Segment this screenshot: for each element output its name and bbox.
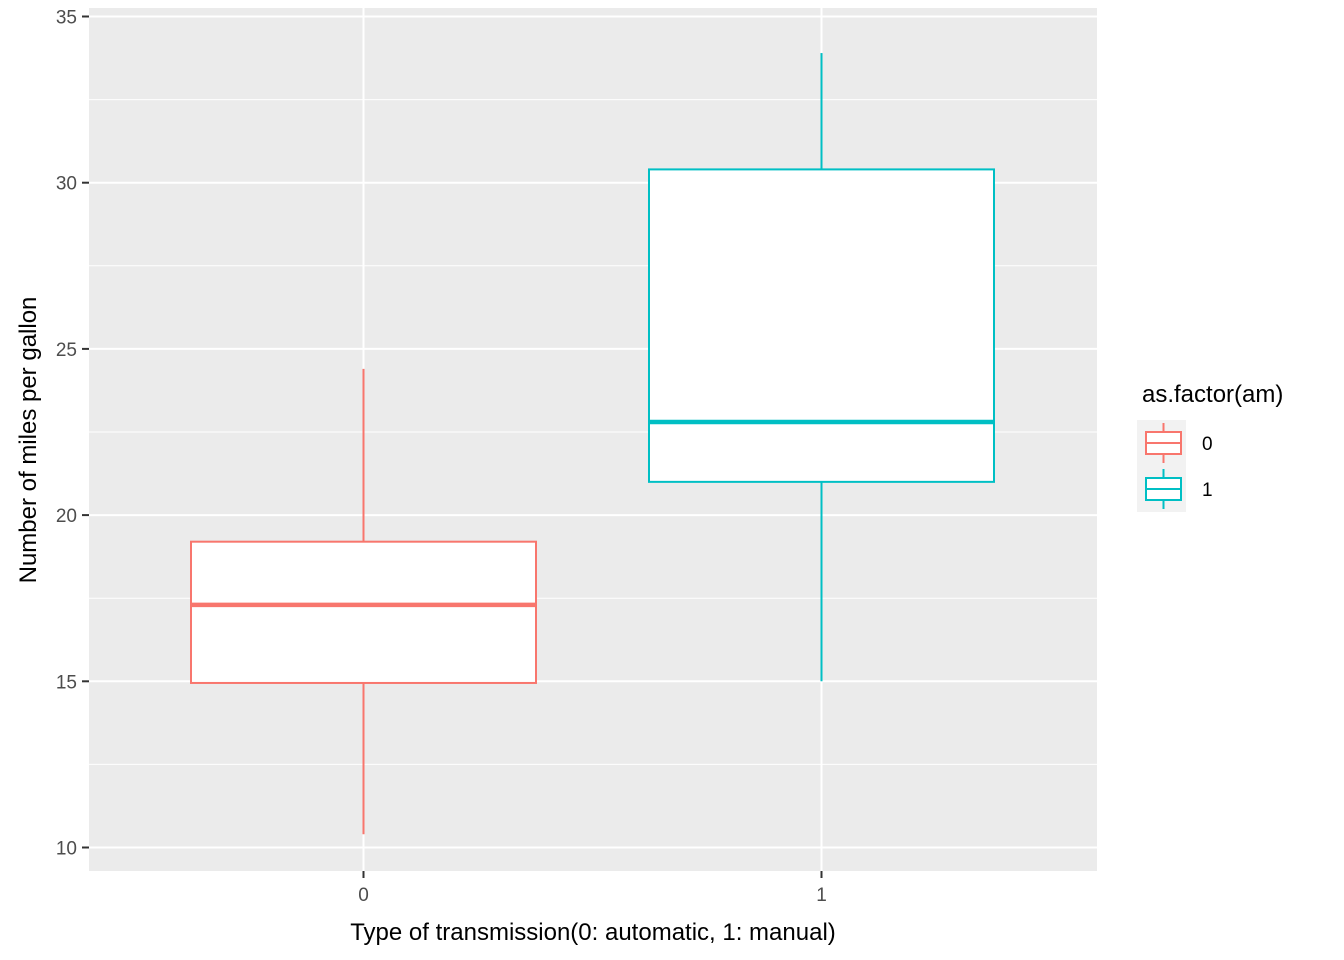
iqr-box [648,168,995,483]
box-0 [190,368,537,835]
y-tick-label: 20 [56,506,77,527]
x-tick-label: 1 [816,885,827,906]
x-tick-label: 0 [358,885,369,906]
legend-label: 1 [1202,480,1213,501]
y-tick-label: 35 [56,8,77,29]
y-tick-label: 15 [56,672,77,693]
legend-key-0: 0 [1137,420,1213,466]
iqr-box [190,540,537,684]
y-tick-label: 10 [56,839,77,860]
legend-title: as.factor(am) [1142,381,1283,408]
y-axis-ticks: 10 15 20 25 30 35 [56,8,89,860]
legend-key-1: 1 [1137,466,1213,512]
y-axis-title: Number of miles per gallon [15,297,42,584]
x-axis-title: Type of transmission(0: automatic, 1: ma… [350,919,836,946]
legend-keys: 01 [1137,420,1213,512]
y-tick-label: 25 [56,340,77,361]
legend-label: 0 [1202,434,1213,455]
legend: as.factor(am) 01 [1137,381,1283,512]
box-1 [648,53,995,682]
boxes [190,53,995,835]
y-tick-label: 30 [56,174,77,195]
